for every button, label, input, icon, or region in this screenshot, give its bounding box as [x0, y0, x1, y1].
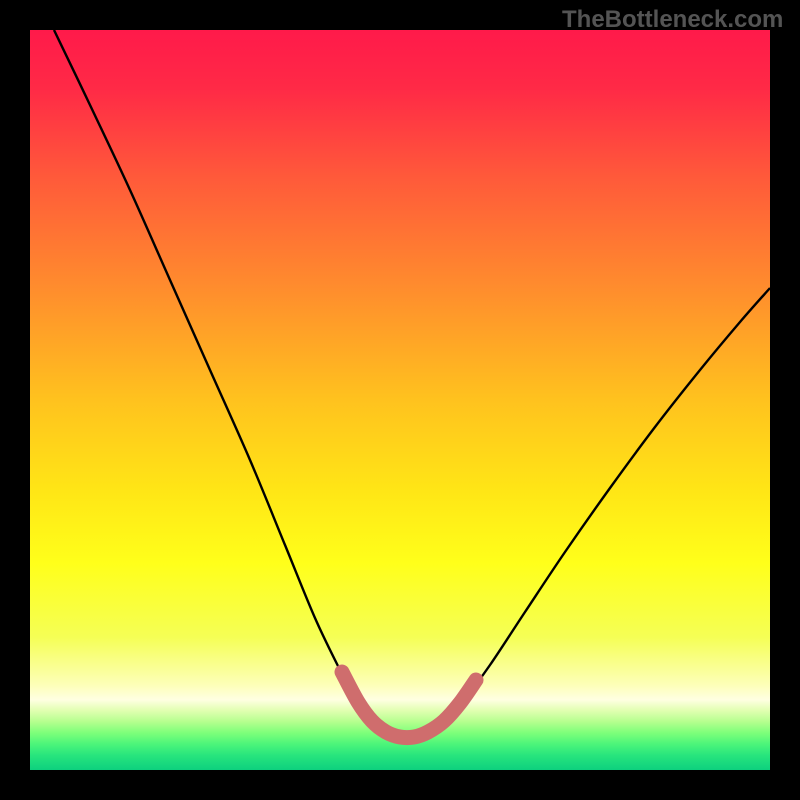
bottleneck-chart: [0, 0, 800, 800]
watermark-label: TheBottleneck.com: [562, 6, 783, 34]
gradient-background: [30, 30, 770, 770]
